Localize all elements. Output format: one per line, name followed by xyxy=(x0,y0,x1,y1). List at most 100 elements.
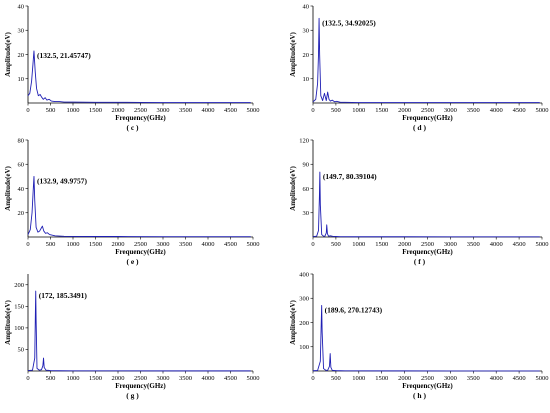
x-tick-label: 1000 xyxy=(352,375,365,382)
y-tick-label: 100 xyxy=(299,344,309,351)
x-tick-label: 4500 xyxy=(513,107,526,114)
x-tick-label: 5000 xyxy=(247,375,260,382)
x-tick-label: 3000 xyxy=(157,241,170,248)
y-axis-label: Amplitude(eV) xyxy=(4,31,12,76)
y-tick-label: 100 xyxy=(14,325,24,332)
x-tick-label: 4500 xyxy=(224,107,237,114)
y-tick-label: 60 xyxy=(18,162,25,169)
x-tick-label: 2000 xyxy=(398,241,411,248)
x-axis-label: Frequency(GHz) xyxy=(402,114,453,122)
x-tick-label: 4500 xyxy=(224,241,237,248)
x-tick-label: 5000 xyxy=(536,241,549,248)
chart-panel: 0 500 1000 1500 2000 2500 3000 3500 4000 4500 5000… xyxy=(289,137,549,266)
x-tick-label: 3500 xyxy=(467,107,480,114)
y-tick-label: 40 xyxy=(303,3,310,10)
y-tick-label: 30 xyxy=(303,28,310,35)
y-tick-label: 40 xyxy=(18,186,25,193)
x-tick-label: 4000 xyxy=(202,241,215,248)
chart-panel: 0 500 1000 1500 2000 2500 3000 3500 4000 4500 5000… xyxy=(289,271,549,400)
y-tick-label: 300 xyxy=(299,296,309,303)
peak-annotation: (189.6, 270.12743) xyxy=(325,305,383,314)
y-tick-label: 10 xyxy=(303,76,310,83)
x-tick-label: 2000 xyxy=(398,107,411,114)
x-tick-label: 2500 xyxy=(421,107,434,114)
x-tick-label: 2000 xyxy=(112,241,125,248)
x-tick-label: 5000 xyxy=(536,375,549,382)
x-axis-label: Frequency(GHz) xyxy=(115,248,166,256)
y-tick-label: 200 xyxy=(299,320,309,327)
panel-label: ( d ) xyxy=(413,123,426,132)
x-tick-label: 1500 xyxy=(375,375,388,382)
x-tick-label: 4000 xyxy=(490,107,503,114)
y-tick-label: 10 xyxy=(18,76,25,83)
x-tick-label: 1000 xyxy=(352,107,365,114)
x-tick-label: 4000 xyxy=(490,375,503,382)
x-tick-label: 1500 xyxy=(89,375,102,382)
peak-annotation: (132.9, 49.9757) xyxy=(37,176,87,185)
x-tick-label: 1500 xyxy=(375,241,388,248)
x-tick-label: 1500 xyxy=(375,107,388,114)
x-tick-label: 2500 xyxy=(421,241,434,248)
series-line xyxy=(312,305,540,372)
x-tick-label: 1500 xyxy=(89,241,102,248)
x-tick-label: 1000 xyxy=(67,107,80,114)
y-axis-label: Amplitude(eV) xyxy=(4,165,12,210)
x-axis-label: Frequency(GHz) xyxy=(402,248,453,256)
y-tick-label: 90 xyxy=(303,162,310,169)
x-tick-label: 1000 xyxy=(67,375,80,382)
y-tick-label: 150 xyxy=(14,304,24,311)
x-axis-label: Frequency(GHz) xyxy=(115,114,166,122)
panel-label: ( h ) xyxy=(413,391,426,400)
x-tick-label: 3000 xyxy=(444,375,457,382)
y-tick-label: 400 xyxy=(299,271,309,278)
x-tick-label: 3500 xyxy=(467,375,480,382)
x-tick-label: 5000 xyxy=(247,241,260,248)
y-tick-label: 30 xyxy=(18,28,25,35)
x-tick-label: 3500 xyxy=(467,241,480,248)
y-tick-label: 40 xyxy=(18,3,25,10)
peak-annotation: (132.5, 34.92025) xyxy=(322,18,376,27)
x-tick-label: 2000 xyxy=(398,375,411,382)
chart-panel: 0 500 1000 1500 2000 2500 3000 3500 4000 4500 5000… xyxy=(4,3,260,132)
x-tick-label: 4000 xyxy=(202,375,215,382)
x-tick-label: 0 xyxy=(311,375,314,382)
chart-panel: 0 500 1000 1500 2000 2500 3000 3500 4000 4500 5000… xyxy=(4,137,260,266)
y-tick-label: 60 xyxy=(303,186,310,193)
x-tick-label: 1000 xyxy=(67,241,80,248)
x-tick-label: 3000 xyxy=(444,241,457,248)
x-tick-label: 3000 xyxy=(444,107,457,114)
peak-annotation: (149.7, 80.39104) xyxy=(323,172,377,181)
series-line xyxy=(27,175,251,238)
x-tick-label: 2000 xyxy=(112,375,125,382)
x-tick-label: 3000 xyxy=(157,375,170,382)
x-axis-label: Frequency(GHz) xyxy=(402,382,453,390)
x-tick-label: 500 xyxy=(46,107,56,114)
panel-label: ( c ) xyxy=(126,123,139,132)
x-tick-label: 3000 xyxy=(157,107,170,114)
x-tick-label: 500 xyxy=(331,107,341,114)
x-tick-label: 4500 xyxy=(513,375,526,382)
x-tick-label: 1000 xyxy=(352,241,365,248)
y-tick-label: 20 xyxy=(18,210,25,217)
x-tick-label: 500 xyxy=(46,241,56,248)
series-line xyxy=(27,290,251,372)
x-tick-label: 500 xyxy=(331,375,341,382)
y-tick-label: 50 xyxy=(18,347,25,354)
x-tick-label: 2000 xyxy=(112,107,125,114)
x-tick-label: 5000 xyxy=(536,107,549,114)
x-tick-label: 3500 xyxy=(179,107,192,114)
chart-panel: 0 500 1000 1500 2000 2500 3000 3500 4000 4500 5000… xyxy=(4,274,260,400)
x-tick-label: 4000 xyxy=(490,241,503,248)
y-tick-label: 20 xyxy=(303,52,310,59)
y-tick-label: 80 xyxy=(18,137,25,144)
x-axis-label: Frequency(GHz) xyxy=(115,382,166,390)
x-tick-label: 500 xyxy=(331,241,341,248)
x-tick-label: 0 xyxy=(311,241,314,248)
x-tick-label: 4500 xyxy=(513,241,526,248)
panel-label: ( e ) xyxy=(126,257,139,266)
y-tick-label: 20 xyxy=(18,52,25,59)
x-tick-label: 1500 xyxy=(89,107,102,114)
series-line xyxy=(27,50,251,103)
series-line xyxy=(312,17,540,103)
